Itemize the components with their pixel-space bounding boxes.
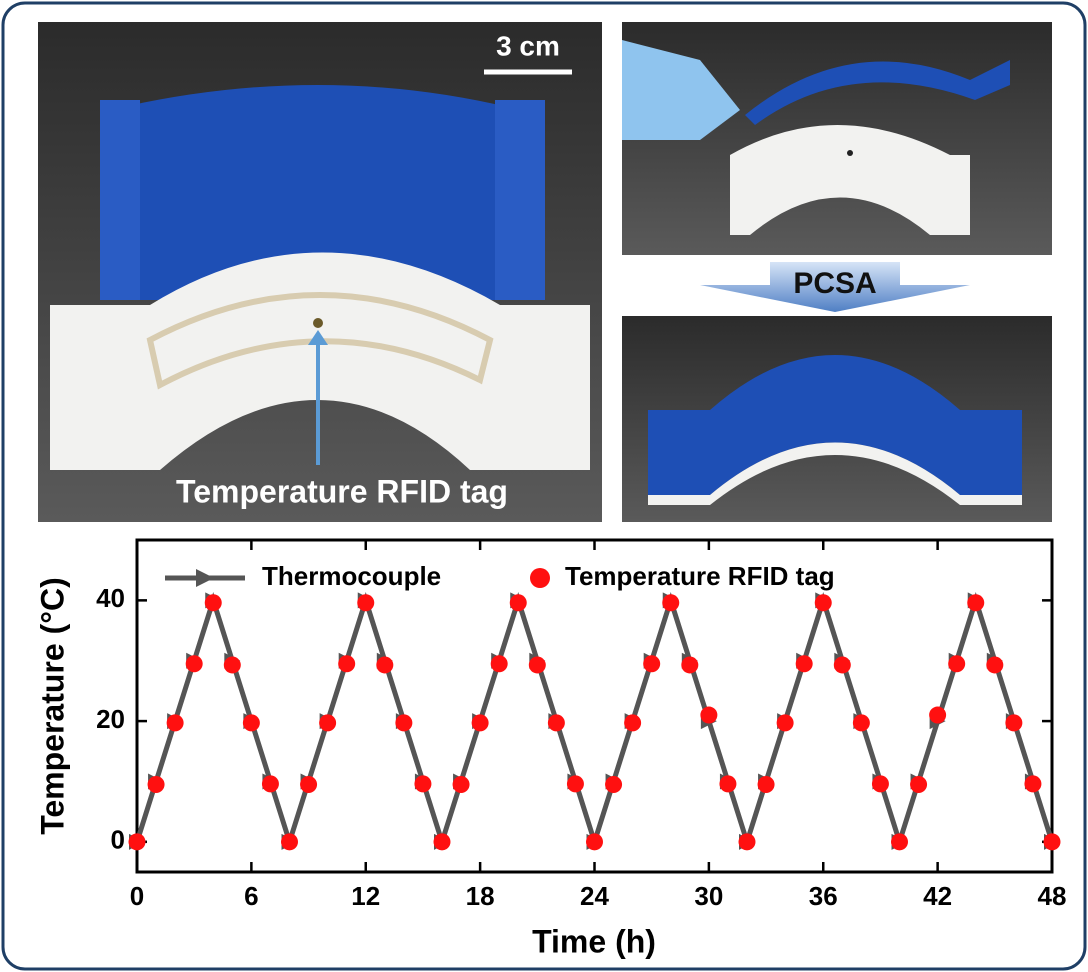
marker	[910, 776, 927, 793]
y-tick-label: 40	[96, 583, 125, 613]
marker	[700, 707, 717, 724]
y-tick-label: 0	[111, 825, 125, 855]
marker	[777, 714, 794, 731]
legend-label: Thermocouple	[262, 561, 441, 591]
marker	[529, 656, 546, 673]
marker	[605, 776, 622, 793]
marker	[357, 594, 374, 611]
x-tick-label: 36	[809, 881, 838, 911]
x-tick-label: 42	[923, 881, 952, 911]
scale-bar-label: 3 cm	[496, 30, 560, 61]
marker	[719, 775, 736, 792]
marker	[376, 656, 393, 673]
x-tick-label: 24	[580, 881, 609, 911]
marker	[453, 776, 470, 793]
x-tick-label: 18	[466, 881, 495, 911]
marker	[948, 655, 965, 672]
x-tick-label: 30	[694, 881, 723, 911]
marker	[548, 714, 565, 731]
marker	[395, 714, 412, 731]
legend-item: Temperature RFID tag	[530, 561, 835, 591]
marker	[243, 714, 260, 731]
x-tick-label: 0	[130, 881, 144, 911]
marker	[662, 594, 679, 611]
marker	[853, 714, 870, 731]
x-axis-label: Time (h)	[532, 923, 656, 959]
marker	[186, 655, 203, 672]
marker	[1044, 833, 1061, 850]
y-axis-label: Temperature (°C)	[34, 577, 70, 835]
marker	[986, 656, 1003, 673]
marker	[872, 775, 889, 792]
marker	[262, 775, 279, 792]
marker	[967, 594, 984, 611]
legend-marker	[530, 568, 550, 588]
y-tick-label: 20	[96, 704, 125, 734]
marker	[129, 833, 146, 850]
photo-left: 3 cm Temperature RFID tag	[38, 22, 602, 522]
x-tick-label: 48	[1038, 881, 1067, 911]
tag-label: Temperature RFID tag	[176, 473, 508, 509]
marker	[491, 655, 508, 672]
marker	[281, 833, 298, 850]
marker	[338, 655, 355, 672]
marker	[224, 656, 241, 673]
marker	[319, 714, 336, 731]
x-tick-label: 12	[351, 881, 380, 911]
marker	[1005, 714, 1022, 731]
process-label: PCSA	[793, 267, 876, 300]
marker	[891, 833, 908, 850]
marker	[472, 714, 489, 731]
marker	[624, 714, 641, 731]
marker	[739, 833, 756, 850]
photo-top-right	[622, 22, 1052, 255]
marker	[148, 776, 165, 793]
legend-label: Temperature RFID tag	[565, 561, 835, 591]
marker	[167, 714, 184, 731]
marker	[205, 594, 222, 611]
marker	[834, 656, 851, 673]
marker	[796, 655, 813, 672]
marker	[758, 776, 775, 793]
marker	[929, 707, 946, 724]
marker	[586, 833, 603, 850]
figure: 3 cm Temperature RFID tag PCSA Temperatu…	[0, 0, 1088, 972]
marker	[434, 833, 451, 850]
marker	[567, 775, 584, 792]
x-tick-label: 6	[244, 881, 258, 911]
marker	[300, 776, 317, 793]
photo-bottom-right	[622, 316, 1052, 522]
marker	[681, 656, 698, 673]
marker	[414, 775, 431, 792]
marker	[510, 594, 527, 611]
marker	[643, 655, 660, 672]
marker	[815, 594, 832, 611]
marker	[1024, 775, 1041, 792]
